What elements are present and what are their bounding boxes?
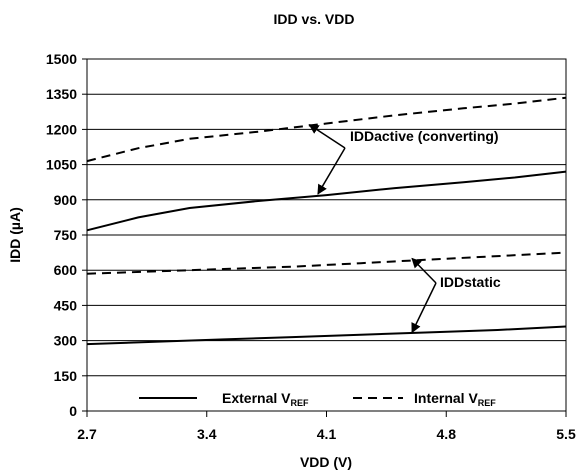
x-axis-label: VDD (V) — [300, 454, 352, 470]
series-line-active-internal — [86, 96, 567, 163]
x-tick-label: 3.4 — [197, 426, 217, 442]
y-tick-label: 900 — [54, 192, 78, 208]
legend-label: External VREF — [222, 390, 309, 408]
y-tick-label: 0 — [69, 403, 77, 419]
plot-area: 0 150 300 450 600 750 900 1050 1200 1350 1500 2.7 3.… — [46, 51, 576, 442]
annotation-label: IDDstatic — [440, 274, 501, 290]
chart-title: IDD vs. VDD — [274, 11, 355, 27]
x-tick-label: 2.7 — [77, 426, 97, 442]
y-tick-label: 600 — [54, 262, 78, 278]
annotation-arrow — [308, 124, 346, 149]
annotation-label: IDDactive (converting) — [350, 128, 499, 144]
series-line-static-internal — [86, 251, 567, 275]
y-tick-label: 450 — [54, 297, 78, 313]
y-tick-label: 1500 — [46, 51, 77, 67]
legend-label-main: External V — [222, 390, 291, 406]
x-tick-label: 5.5 — [556, 426, 576, 442]
series-line-active-external — [86, 170, 567, 232]
series-line-static-external — [86, 325, 567, 346]
legend-label-main: Internal V — [414, 390, 478, 406]
y-tick-label: 1200 — [46, 121, 77, 137]
y-tick-label: 300 — [54, 333, 78, 349]
y-tick-label: 150 — [54, 368, 78, 384]
y-axis-label: IDD (µA) — [7, 207, 23, 263]
legend-label: Internal VREF — [414, 390, 496, 408]
annotation-arrow — [317, 147, 346, 195]
legend-label-sub: REF — [478, 398, 497, 408]
y-tick-label: 1350 — [46, 86, 77, 102]
y-tick-label: 1050 — [46, 157, 77, 173]
x-tick-label: 4.8 — [437, 426, 457, 442]
annotation-arrow — [411, 282, 437, 334]
legend-label-sub: REF — [290, 398, 309, 408]
annotation-arrow — [411, 257, 437, 284]
x-tick-label: 4.1 — [317, 426, 337, 442]
y-tick-label: 750 — [54, 227, 78, 243]
